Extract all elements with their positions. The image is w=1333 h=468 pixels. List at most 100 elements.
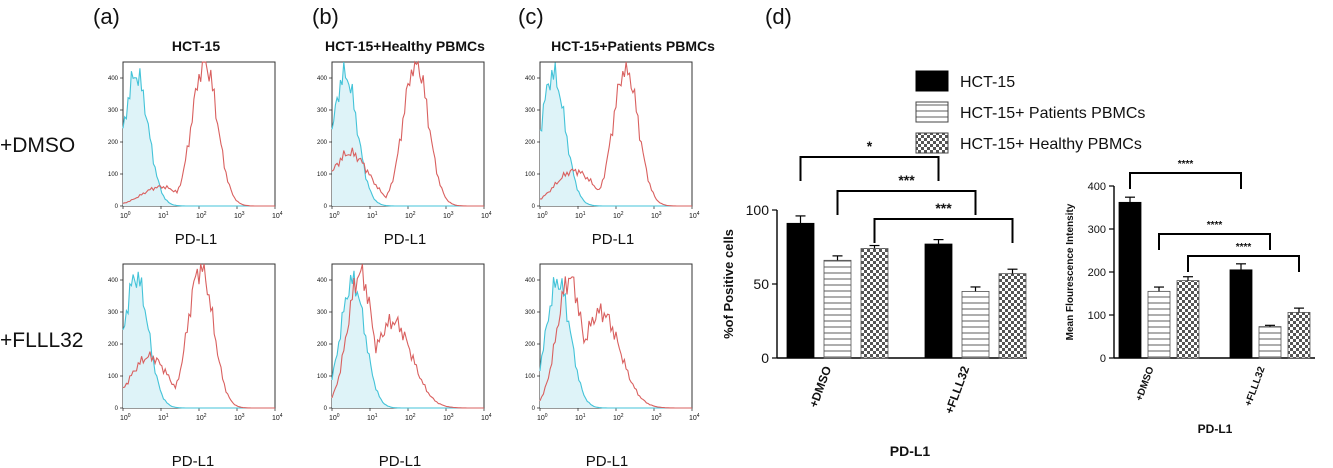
column-title-healthy: HCT-15+Healthy PBMCs [325, 38, 485, 54]
flow-x-tick-label: 102 [196, 211, 207, 220]
flow-y-tick-label: 200 [108, 342, 119, 348]
flow-y-tick-label: 300 [317, 310, 328, 316]
flow-y-tick-label: 400 [108, 76, 119, 82]
flow-x-tick-label: 102 [405, 211, 416, 220]
significance-bracket [836, 190, 977, 215]
bar-patients [823, 259, 852, 359]
legend-label-healthy: HCT-15+ Healthy PBMCs [960, 136, 1142, 153]
flow-y-tick-label: 100 [317, 374, 328, 380]
significance-label: *** [898, 172, 915, 188]
category-label: +DMSO [1134, 365, 1157, 403]
flow-y-tick-label: 200 [525, 342, 536, 348]
legend-swatch-hct15 [915, 70, 949, 92]
flow-x-tick-label: 103 [443, 413, 454, 422]
flow-x-tick-label: 103 [234, 211, 245, 220]
bar-patients [961, 290, 990, 359]
flow-y-tick-label: 0 [324, 204, 328, 210]
y-axis-label: Mean Flourescence Intensity [1065, 203, 1076, 340]
flow-x-tick-label: 103 [234, 413, 245, 422]
flow-x-tick-label: 100 [329, 211, 340, 220]
legend: HCT-15 HCT-15+ Patients PBMCs HCT-15+ He… [915, 70, 1145, 154]
panel-letter-d: (d) [765, 4, 792, 29]
flow-y-tick-label: 400 [108, 278, 119, 284]
y-axis-label: %of Positive cells [721, 229, 736, 339]
y-tick-label: 100 [1088, 310, 1106, 322]
flow-y-tick-label: 300 [525, 108, 536, 114]
flow-y-tick-label: 0 [115, 204, 119, 210]
flow-x-tick-label: 101 [158, 211, 169, 220]
flow-y-tick-label: 300 [108, 310, 119, 316]
bar-hct15 [924, 243, 953, 359]
flow-x-tick-label: 101 [158, 413, 169, 422]
flow-x-tick-label: 102 [196, 413, 207, 422]
flow-y-tick-label: 400 [317, 76, 328, 82]
significance-label: **** [1178, 159, 1194, 170]
flow-x-tick-label: 100 [537, 211, 548, 220]
y-tick-label: 0 [1100, 353, 1106, 365]
significance-label: *** [935, 200, 952, 216]
pdl1-histogram-line [539, 276, 692, 409]
flow-x-tick-label: 104 [272, 211, 283, 220]
flow-y-tick-label: 0 [324, 406, 328, 412]
flow-axis-label: PD-L1 [175, 231, 218, 248]
significance-bracket [1158, 233, 1271, 250]
legend-label-patients: HCT-15+ Patients PBMCs [960, 105, 1145, 122]
flow-axis-label: PD-L1 [592, 231, 635, 248]
panel-letter-b: (b) [312, 4, 339, 29]
flow-axis-label: PD-L1 [586, 453, 629, 468]
control-histogram-fill [332, 270, 484, 408]
legend-swatch-patients [915, 101, 949, 123]
flow-y-tick-label: 100 [108, 374, 119, 380]
bar-patients [1147, 290, 1171, 359]
flow-x-tick-label: 101 [575, 413, 586, 422]
category-label: +DMSO [806, 364, 834, 409]
bar-hct15 [1118, 201, 1142, 359]
flow-y-tick-label: 0 [532, 406, 536, 412]
flow-y-tick-label: 100 [108, 172, 119, 178]
row-label-flll32: +FLLL32 [0, 329, 84, 352]
flow-y-tick-label: 0 [115, 406, 119, 412]
flow-x-tick-label: 100 [537, 413, 548, 422]
flow-x-tick-label: 103 [651, 413, 662, 422]
flow-y-tick-label: 300 [317, 108, 328, 114]
flow-y-tick-label: 200 [317, 140, 328, 146]
bar-healthy [1287, 312, 1311, 359]
control-histogram-line [539, 62, 692, 207]
pdl1-histogram-line [122, 263, 275, 409]
flow-axis-label: PD-L1 [384, 231, 427, 248]
y-tick-label: 50 [753, 276, 769, 292]
column-title-hct15: HCT-15 [172, 38, 220, 54]
significance-label: * [867, 138, 873, 154]
flow-x-tick-label: 103 [651, 211, 662, 220]
flow-x-tick-label: 100 [329, 413, 340, 422]
significance-bracket [1187, 255, 1300, 272]
flow-y-tick-label: 100 [525, 374, 536, 380]
legend-label-hct15: HCT-15 [960, 74, 1015, 91]
flow-x-tick-label: 101 [367, 211, 378, 220]
y-tick-label: 100 [746, 202, 770, 218]
category-label: +FLLL32 [942, 364, 972, 416]
flow-y-tick-label: 100 [317, 172, 328, 178]
significance-bracket [799, 156, 940, 181]
significance-bracket [1129, 172, 1242, 189]
flow-axis-label: PD-L1 [172, 453, 215, 468]
legend-swatch-healthy [915, 132, 949, 154]
pdl1-histogram-line [331, 264, 484, 409]
control-histogram-fill [123, 68, 275, 206]
flow-x-tick-label: 104 [689, 211, 700, 220]
control-histogram-fill [540, 62, 692, 206]
flow-y-tick-label: 300 [108, 108, 119, 114]
flow-y-tick-label: 200 [108, 140, 119, 146]
flow-x-tick-label: 101 [367, 413, 378, 422]
control-histogram-fill [332, 62, 484, 206]
flow-y-tick-label: 400 [317, 278, 328, 284]
row-label-dmso: +DMSO [0, 134, 75, 157]
flow-x-tick-label: 102 [613, 413, 624, 422]
flow-x-tick-label: 102 [613, 211, 624, 220]
